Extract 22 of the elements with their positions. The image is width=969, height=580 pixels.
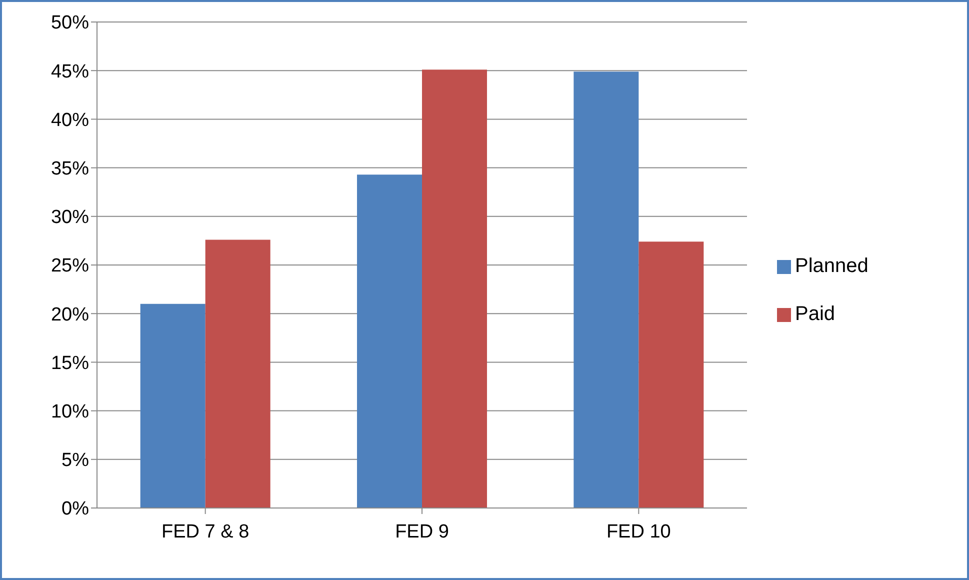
y-tick-label: 10% xyxy=(50,402,90,423)
bar xyxy=(140,304,206,508)
bar xyxy=(205,240,270,508)
y-tick-label: 15% xyxy=(50,352,90,374)
bar xyxy=(422,70,487,508)
x-tick-label: FED 9 xyxy=(395,521,449,542)
y-tick-label: 30% xyxy=(50,207,90,228)
x-tick-label: FED 7 & 8 xyxy=(162,521,250,542)
bar xyxy=(638,242,704,508)
y-tick-label: 20% xyxy=(50,304,90,326)
legend-label: Paid xyxy=(795,303,836,325)
y-tick-label: 5% xyxy=(62,450,90,472)
y-tick-label: 50% xyxy=(50,12,90,34)
y-tick-label: 35% xyxy=(50,158,90,180)
x-tick-label: FED 10 xyxy=(606,521,671,542)
legend-label: Planned xyxy=(795,255,868,277)
y-tick-label: 45% xyxy=(50,61,90,82)
y-tick-label: 25% xyxy=(50,256,90,277)
bar xyxy=(357,174,422,508)
bar xyxy=(574,72,639,508)
y-tick-label: 40% xyxy=(50,110,90,131)
y-tick-label: 0% xyxy=(62,498,90,520)
